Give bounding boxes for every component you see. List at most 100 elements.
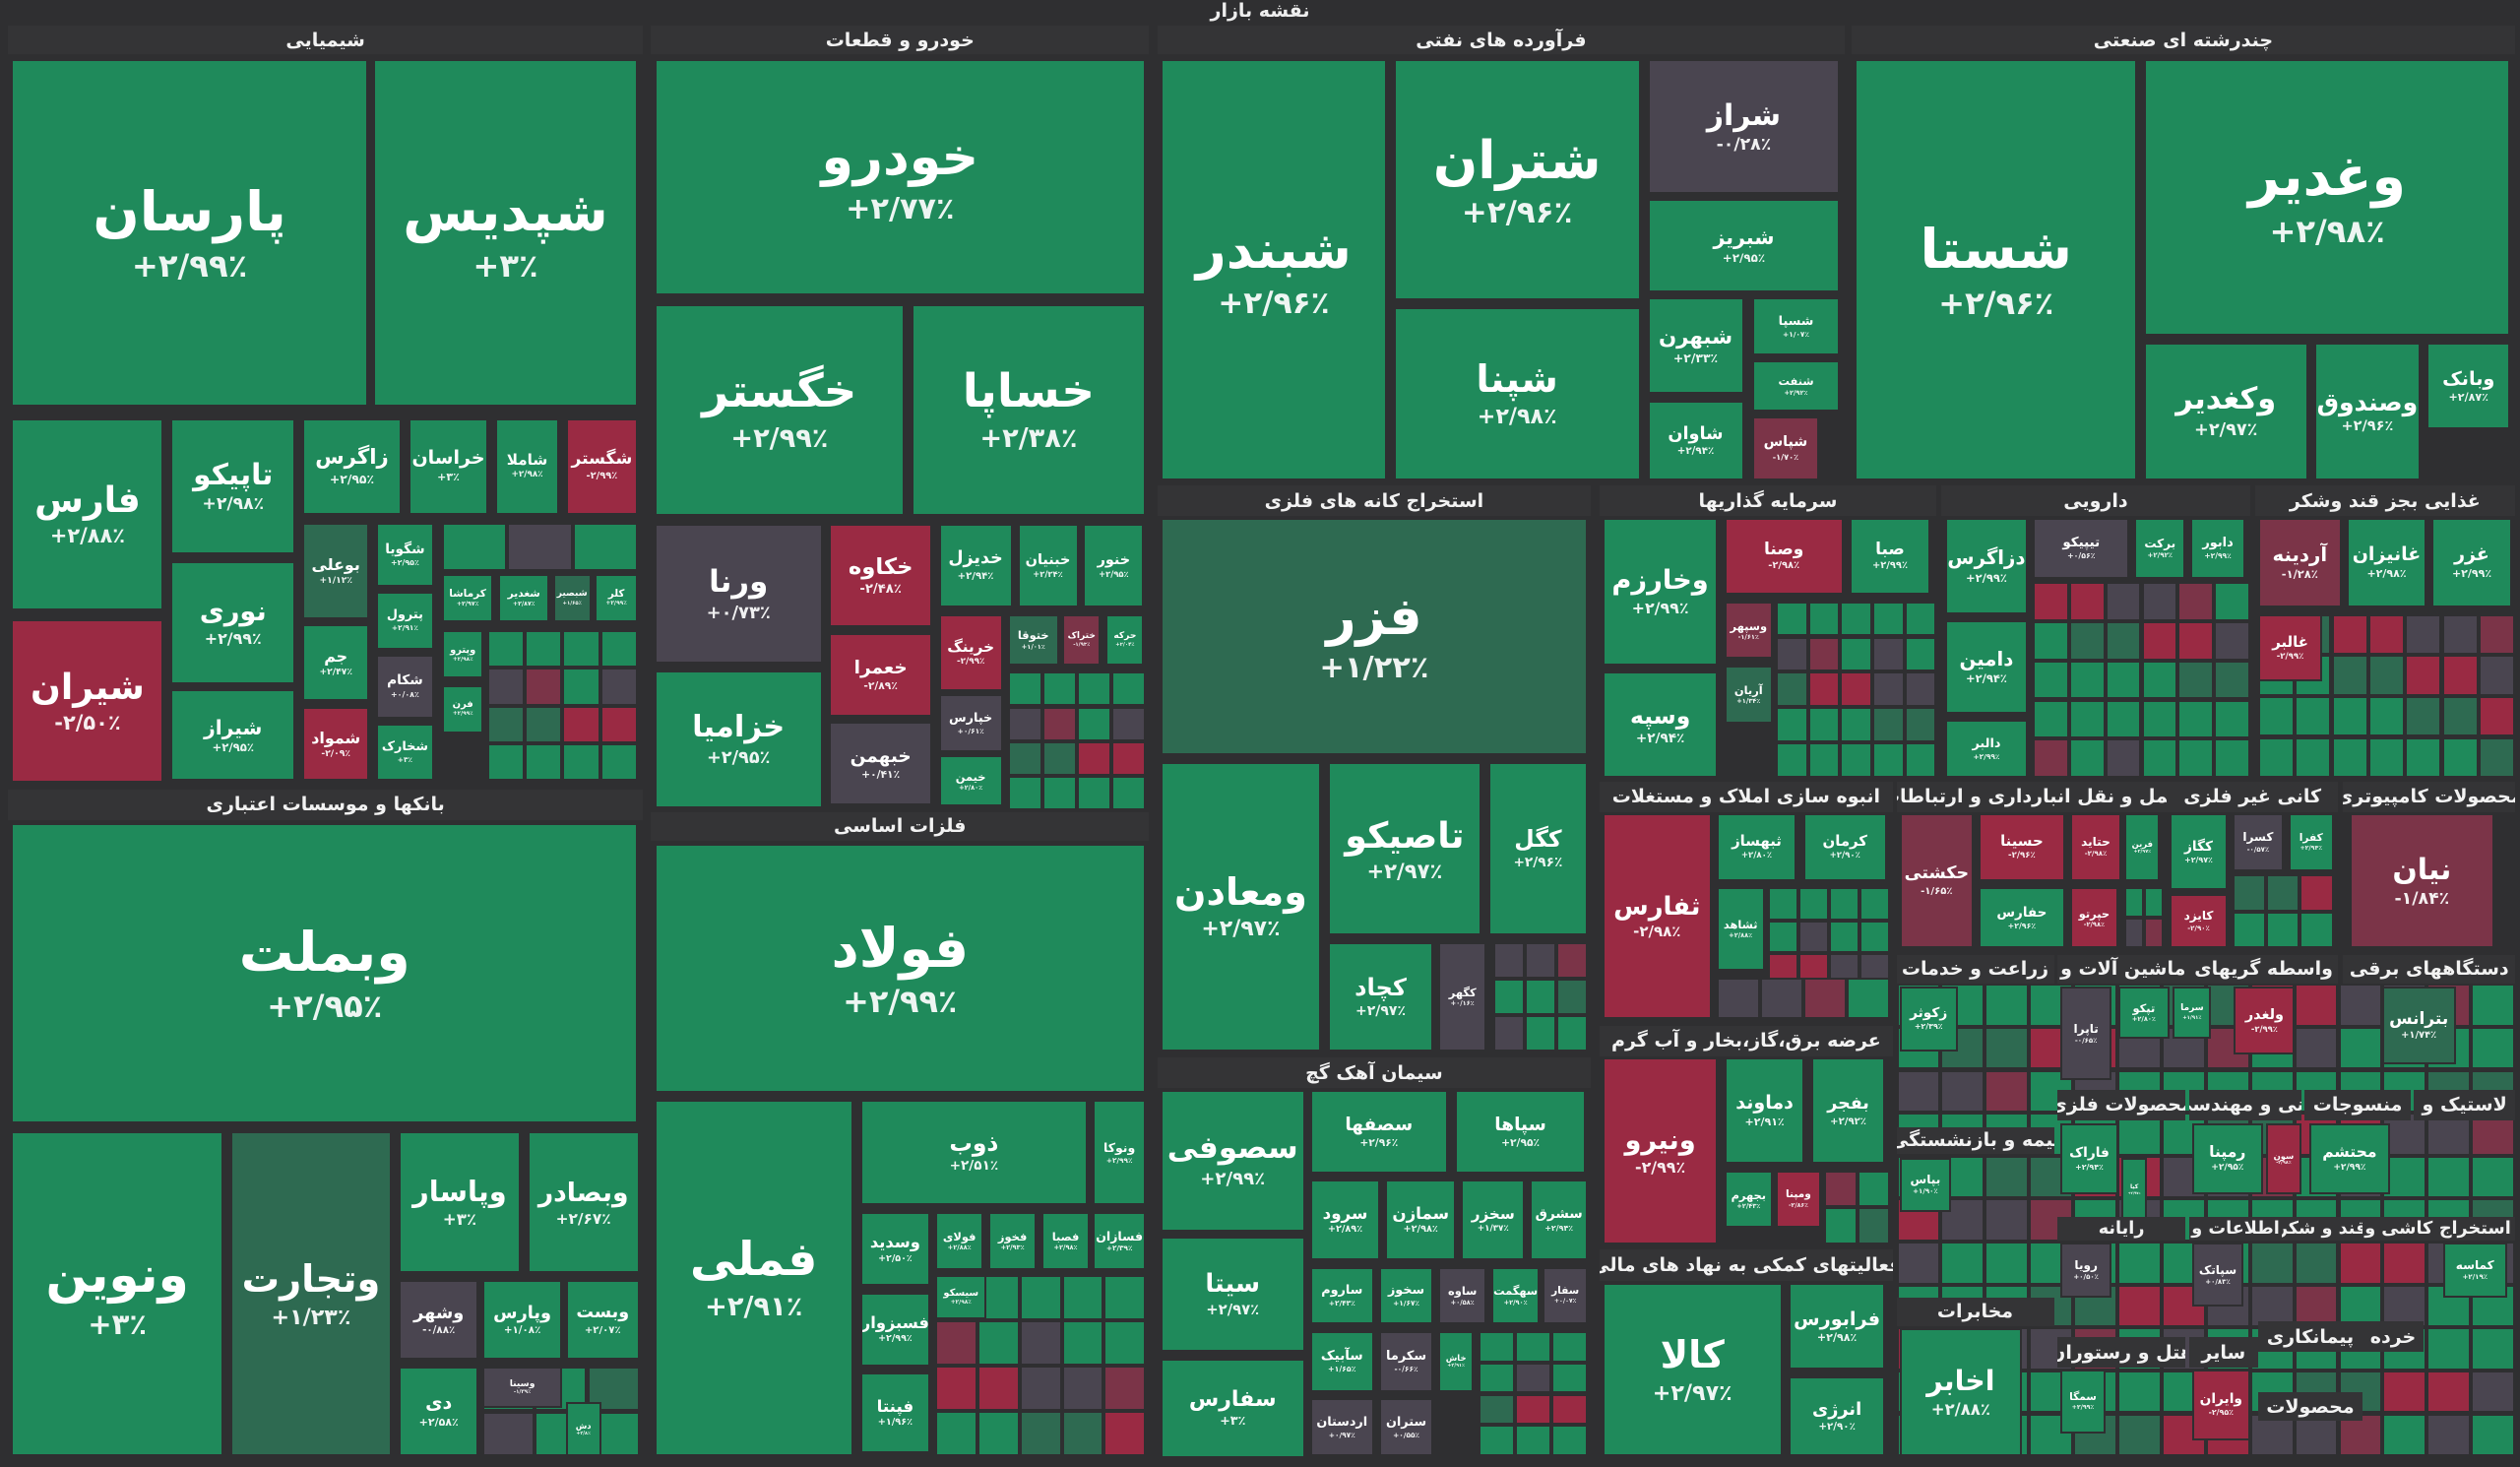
- sector-header[interactable]: استخراج: [2434, 1216, 2516, 1242]
- minor-stock-tile[interactable]: [2382, 1370, 2427, 1414]
- minor-stock-tile[interactable]: [2338, 1242, 2383, 1285]
- minor-stock-tile[interactable]: [2069, 582, 2106, 621]
- minor-stock-tile[interactable]: [2069, 699, 2106, 739]
- minor-stock-tile[interactable]: [2257, 736, 2296, 779]
- minor-stock-tile[interactable]: [2105, 660, 2142, 700]
- stock-tile[interactable]: وپاسار +۳٪: [398, 1131, 521, 1274]
- minor-stock-tile[interactable]: [1007, 775, 1042, 810]
- stock-tile[interactable]: محتشم +۲/۹۹٪: [2309, 1123, 2390, 1194]
- minor-stock-tile[interactable]: [1111, 775, 1147, 810]
- minor-stock-tile[interactable]: [1776, 742, 1808, 779]
- sector-header[interactable]: پیمانکاری: [2257, 1321, 2362, 1352]
- stock-tile[interactable]: ثفارس -۲/۹۸٪: [1602, 813, 1712, 1020]
- stock-tile[interactable]: خعمرا -۲/۸۹٪: [829, 633, 932, 718]
- sector-header[interactable]: انبوه سازی املاک و مستغلات: [1599, 781, 1894, 812]
- minor-stock-tile[interactable]: [1103, 1319, 1147, 1366]
- minor-stock-tile[interactable]: [2382, 1413, 2427, 1457]
- minor-stock-tile[interactable]: [1759, 977, 1803, 1020]
- stock-tile[interactable]: سهگمت +۲/۹۰٪: [1491, 1266, 1541, 1325]
- minor-stock-tile[interactable]: [2257, 695, 2296, 737]
- minor-stock-tile[interactable]: [572, 522, 639, 571]
- stock-tile[interactable]: کلر +۲/۹۹٪: [595, 573, 639, 622]
- minor-stock-tile[interactable]: [1007, 740, 1042, 776]
- minor-stock-tile[interactable]: [1824, 1170, 1858, 1208]
- stock-tile[interactable]: سفار +۰/۰۷٪: [1543, 1266, 1588, 1325]
- stock-tile[interactable]: سیتا +۲/۹۷٪: [1160, 1236, 1305, 1353]
- stock-tile[interactable]: خرینگ -۲/۹۹٪: [938, 613, 1003, 692]
- sector-header[interactable]: زراعت و خدمات: [1896, 954, 2054, 985]
- minor-stock-tile[interactable]: [2105, 582, 2142, 621]
- minor-stock-tile[interactable]: [935, 1365, 977, 1411]
- stock-tile[interactable]: ونوکا +۲/۹۹٪: [1093, 1099, 1147, 1206]
- stock-tile[interactable]: حپرتو -۲/۹۸٪: [2069, 887, 2118, 949]
- minor-stock-tile[interactable]: [2471, 984, 2516, 1027]
- stock-tile[interactable]: وایران -۲/۹۵٪: [2191, 1370, 2250, 1440]
- minor-stock-tile[interactable]: [977, 1365, 1020, 1411]
- minor-stock-tile[interactable]: [1824, 1207, 1858, 1244]
- stock-tile[interactable]: خدیزل +۲/۹۴٪: [938, 524, 1013, 608]
- minor-stock-tile[interactable]: [599, 743, 639, 782]
- stock-tile[interactable]: صبا +۲/۹۹٪: [1850, 517, 1930, 596]
- stock-tile[interactable]: وکغدیر +۲/۹۷٪: [2144, 342, 2308, 481]
- minor-stock-tile[interactable]: [2331, 655, 2368, 696]
- stock-tile[interactable]: پارسان +۲/۹۹٪: [11, 59, 368, 408]
- minor-stock-tile[interactable]: [2295, 736, 2332, 779]
- minor-stock-tile[interactable]: [1984, 1155, 2030, 1199]
- stock-tile[interactable]: زکوثر +۲/۳۹٪: [1899, 987, 1958, 1052]
- stock-tile[interactable]: شپنا +۲/۹۸٪: [1393, 306, 1641, 481]
- stock-tile[interactable]: خنور +۲/۹۵٪: [1083, 524, 1145, 608]
- stock-tile[interactable]: وغدیر +۲/۹۸٪: [2144, 59, 2511, 337]
- sector-header[interactable]: شیمیایی: [8, 26, 644, 55]
- stock-tile[interactable]: کرماشا +۲/۹۷٪: [442, 573, 494, 622]
- minor-stock-tile[interactable]: [1859, 887, 1890, 921]
- stock-tile[interactable]: سون -۲/۹۸٪: [2266, 1123, 2301, 1194]
- stock-tile[interactable]: کایزد -۲/۹۰٪: [2170, 893, 2228, 949]
- minor-stock-tile[interactable]: [481, 1411, 536, 1457]
- minor-stock-tile[interactable]: [1019, 1274, 1062, 1320]
- minor-stock-tile[interactable]: [1111, 740, 1147, 776]
- stock-tile[interactable]: کچاد +۲/۹۷٪: [1327, 941, 1434, 1052]
- minor-stock-tile[interactable]: [2331, 613, 2368, 656]
- stock-tile[interactable]: سمازن +۲/۹۸٪: [1385, 1180, 1457, 1260]
- sector-header[interactable]: فرآورده های نفتی: [1157, 26, 1846, 55]
- sector-header[interactable]: دستگاههای برقی: [2343, 954, 2516, 985]
- minor-stock-tile[interactable]: [2266, 874, 2300, 912]
- sector-header[interactable]: واسطه گریهای: [2188, 954, 2339, 985]
- minor-stock-tile[interactable]: [2069, 738, 2106, 779]
- minor-stock-tile[interactable]: [1492, 941, 1525, 979]
- minor-stock-tile[interactable]: [1872, 707, 1905, 743]
- minor-stock-tile[interactable]: [1076, 740, 1111, 776]
- minor-stock-tile[interactable]: [2033, 738, 2069, 779]
- sector-header[interactable]: بانکها و موسسات اعتباری: [8, 789, 644, 820]
- minor-stock-tile[interactable]: [2478, 655, 2516, 696]
- minor-stock-tile[interactable]: [2471, 1370, 2516, 1414]
- minor-stock-tile[interactable]: [1076, 775, 1111, 810]
- minor-stock-tile[interactable]: [1515, 1393, 1551, 1426]
- stock-tile[interactable]: شبصیر +۱/۶۵٪: [552, 573, 592, 622]
- stock-tile[interactable]: کگاز +۲/۹۷٪: [2170, 813, 2228, 891]
- minor-stock-tile[interactable]: [2144, 918, 2164, 949]
- minor-stock-tile[interactable]: [1776, 707, 1808, 743]
- stock-tile[interactable]: ونوین +۳٪: [11, 1131, 223, 1457]
- minor-stock-tile[interactable]: [2331, 695, 2368, 737]
- minor-stock-tile[interactable]: [1807, 671, 1841, 708]
- sector-header[interactable]: قند و شکر: [2282, 1216, 2362, 1242]
- minor-stock-tile[interactable]: [1984, 1198, 2030, 1242]
- stock-tile[interactable]: اخابر +۲/۸۸٪: [1899, 1327, 2022, 1457]
- minor-stock-tile[interactable]: [1103, 1365, 1147, 1411]
- stock-tile[interactable]: شغدیر +۲/۸۷٪: [498, 573, 550, 622]
- stock-tile[interactable]: ذوب +۲/۵۱٪: [859, 1099, 1089, 1206]
- stock-tile[interactable]: خکاوه -۲/۴۸٪: [829, 524, 932, 627]
- minor-stock-tile[interactable]: [1716, 977, 1760, 1020]
- stock-tile[interactable]: فصبا +۲/۹۸٪: [1041, 1212, 1090, 1270]
- sector-header[interactable]: سیمان آهک گچ: [1157, 1057, 1592, 1089]
- stock-tile[interactable]: وصندوق +۲/۹۶٪: [2314, 342, 2421, 481]
- minor-stock-tile[interactable]: [2214, 738, 2250, 779]
- minor-stock-tile[interactable]: [1041, 671, 1077, 707]
- minor-stock-tile[interactable]: [2033, 620, 2069, 661]
- stock-tile[interactable]: ثبهساز +۲/۸۰٪: [1716, 813, 1797, 881]
- stock-tile[interactable]: خبهمن +۰/۴۱٪: [829, 722, 932, 805]
- minor-stock-tile[interactable]: [1896, 1242, 1941, 1285]
- stock-tile[interactable]: وشهر -۰/۸۸٪: [398, 1279, 479, 1361]
- minor-stock-tile[interactable]: [562, 630, 600, 669]
